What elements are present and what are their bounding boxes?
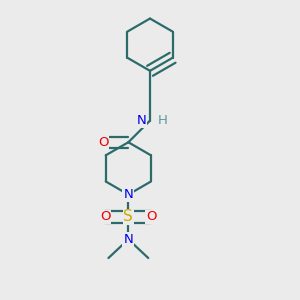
- Text: O: O: [100, 210, 111, 224]
- Text: O: O: [146, 210, 157, 224]
- Text: H: H: [158, 114, 168, 127]
- Text: S: S: [124, 209, 133, 224]
- Text: N: N: [124, 188, 133, 201]
- Text: N: N: [136, 114, 146, 127]
- Text: O: O: [98, 136, 109, 149]
- Text: N: N: [124, 233, 133, 246]
